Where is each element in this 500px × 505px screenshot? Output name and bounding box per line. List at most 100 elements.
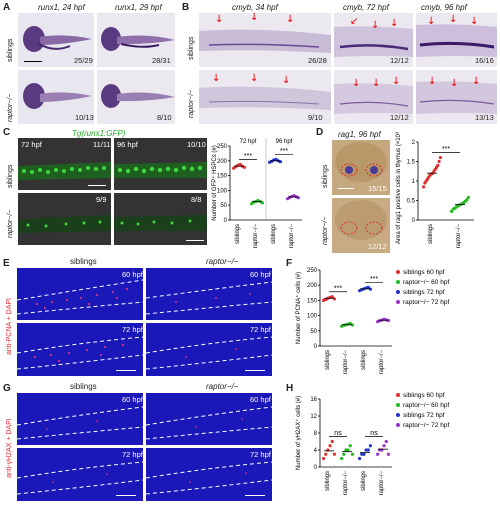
y-tick-label: 100 [307,314,318,320]
panel-a-row-raptor: raptor−/− [7,93,14,122]
y-tick-label: 2 [412,140,416,146]
x-tick-label: siblings [428,224,434,244]
x-tick-label: siblings [271,224,277,244]
data-point [350,452,354,456]
scale-bar [245,370,265,372]
group-label: 72 hpf [240,139,257,145]
data-point [437,159,441,164]
data-point [386,318,390,323]
panel-c-count-2: 10/10 [187,140,206,149]
panel-b-title-2: cmyb, 72 hpf [343,3,389,12]
scale-bar [338,188,354,190]
data-point [386,452,390,456]
panel-b-count-4: 9/10 [308,113,323,122]
y-axis-label: Number of GFP⁺ HSPCs (#) [211,145,218,221]
x-tick-label: raptor−/− [289,224,295,249]
chart-f: 0 50 100 150 200 250 Number of PCNA⁺ cells (#)… [295,268,449,374]
panel-b-count-6: 13/13 [475,113,494,122]
chart-h: 0 4 8 12 16 Number of γH2AX⁺ cells (#) sibling… [295,392,449,496]
y-axis-label: Area of rag1 positive cells in thymus (×… [396,132,402,244]
legend-entry: raptor−/− 60 hpf [403,279,449,286]
panel-a-title-1: runx1, 24 hpf [38,3,85,12]
panel-d-image-1 [332,140,390,195]
y-tick-label: 200 [217,159,228,165]
significance-label: *** [334,285,342,292]
panel-c-image-1 [18,138,111,190]
data-point [366,285,370,289]
x-tick-label: siblings [361,350,367,370]
scale-bar [186,240,204,242]
data-point [466,195,470,199]
y-axis-label: Number of PCNA⁺ cells (#) [295,272,302,344]
panel-a-image-1 [18,13,94,67]
legend-marker [396,393,400,397]
y-tick-label: 4 [314,448,318,454]
panel-a-count-4: 8/10 [157,113,172,122]
data-point [368,444,372,448]
legend-entry: siblings 72 hpf [403,412,445,419]
panel-a-count-2: 28/31 [152,56,171,65]
panel-b-row-raptor: raptor−/− [188,89,195,118]
y-tick-label: 12 [310,414,317,420]
panel-b-image-6 [416,70,497,124]
panel-d-count-2: 12/12 [368,242,387,251]
legend-entry: siblings 72 hpf [403,289,445,296]
panel-e-stage-4: 72 hpf [250,325,271,334]
data-point [322,456,326,461]
significance-label: *** [244,153,252,160]
arrow-marker: ↓ [250,12,259,23]
panel-b-count-1: 26/28 [308,56,327,65]
panel-b-image-2 [334,13,413,67]
group-label: 96 hpf [276,139,293,145]
data-point [340,456,344,461]
legend-marker [396,423,400,427]
y-tick-label: 16 [310,397,317,403]
panel-b-count-5: 12/12 [390,113,409,122]
panel-label-e: E [3,258,10,269]
panel-e-col-raptor: raptor−/− [206,257,239,266]
panel-c-image-4 [114,193,207,245]
panel-c-image-2 [114,138,207,190]
data-point [332,452,336,456]
panel-c-image-3 [18,193,111,245]
panel-c-stage-2: 96 hpf [117,140,138,149]
legend-entry: raptor−/− 72 hpf [403,422,449,429]
panel-b-image-1 [199,13,331,67]
legend-entry: raptor−/− 72 hpf [403,299,449,306]
legend-entry: siblings 60 hpf [403,392,445,399]
chart-d: 0 0.5 1 1.5 2 Area of rag1 positive cells in … [396,132,474,248]
data-point [330,295,334,299]
arrow-marker: ↓ [286,14,295,25]
panel-e-image-2 [146,268,272,320]
significance-label: ns [334,430,342,437]
scale-bar [116,495,136,497]
arrow-marker: ↓ [372,78,381,89]
panel-e-image-4 [146,323,272,376]
y-tick-label: 8 [314,431,318,437]
panel-g-stage-2: 60 hpf [250,395,271,404]
panel-d-count-1: 15/15 [368,184,387,193]
arrow-marker: ↓ [470,16,479,27]
arrow-marker: ↓ [427,16,436,27]
scale-bar [88,185,106,187]
panel-g-side-label: anti-γH2AX + DAPI [6,418,13,478]
data-point [330,439,334,444]
arrow-marker: ↓ [449,14,458,25]
panel-label-h: H [286,383,294,394]
panel-b-count-3: 16/16 [475,56,494,65]
panel-d-row-raptor: raptor−/− [322,216,329,245]
panel-c-title: Tg(runx1:GFP) [72,129,126,138]
panel-b-title-3: cmyb, 96 hpf [421,3,467,12]
panel-c-count-1: 11/11 [93,140,111,149]
panel-b-title-1: cmyb, 34 hpf [232,3,278,12]
panel-d-title: rag1, 96 hpf [338,130,381,139]
scale-bar [24,61,42,63]
x-tick-label: raptor−/− [343,471,349,496]
y-tick-label: 250 [217,144,228,150]
panel-c-stage-1: 72 hpf [21,140,42,149]
arrow-marker: ↓ [250,73,259,84]
panel-e-image-3 [17,323,143,376]
x-tick-label: raptor−/− [379,471,385,496]
data-point [328,444,332,448]
arrow-marker: ↓ [428,76,437,87]
